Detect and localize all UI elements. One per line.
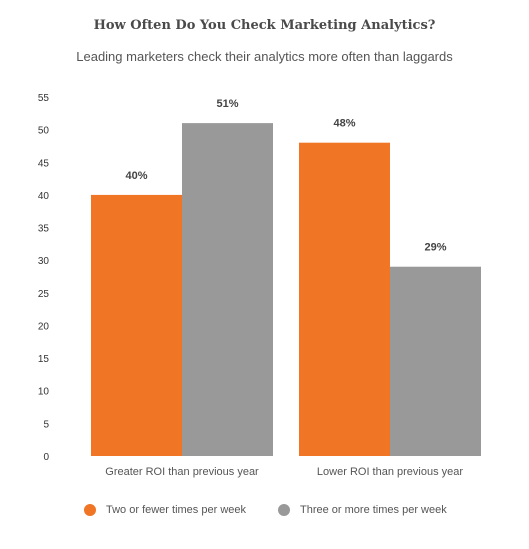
legend-swatch-orange (84, 504, 96, 516)
y-tick-label: 50 (38, 126, 50, 137)
y-tick-label: 10 (38, 387, 50, 398)
bar (182, 123, 273, 456)
legend-label: Two or fewer times per week (106, 504, 246, 516)
bar-value-label: 48% (333, 118, 355, 130)
y-tick-label: 45 (38, 158, 50, 169)
y-tick-label: 0 (43, 452, 49, 463)
legend-label: Three or more times per week (300, 504, 447, 516)
bar (299, 142, 390, 456)
chart-title: How Often Do You Check Marketing Analyti… (93, 18, 436, 33)
y-tick-label: 25 (38, 289, 50, 300)
y-tick-label: 55 (38, 93, 50, 104)
y-tick-label: 40 (38, 191, 50, 202)
x-category-label: Greater ROI than previous year (105, 466, 259, 478)
bar-value-label: 40% (125, 170, 147, 182)
bar (390, 266, 481, 456)
legend-item-two-or-fewer: Two or fewer times per week (84, 504, 246, 516)
y-tick-label: 15 (38, 354, 50, 365)
legend-swatch-gray (278, 504, 290, 516)
bar-value-label: 29% (424, 242, 446, 254)
x-category-label: Lower ROI than previous year (317, 466, 463, 478)
bar-value-label: 51% (216, 98, 238, 110)
y-tick-label: 35 (38, 224, 50, 235)
chart-subtitle: Leading marketers check their analytics … (76, 49, 453, 64)
y-tick-label: 5 (43, 419, 49, 430)
y-tick-label: 30 (38, 256, 50, 267)
bar (91, 194, 182, 456)
y-tick-label: 20 (38, 321, 50, 332)
legend-item-three-or-more: Three or more times per week (278, 504, 447, 516)
